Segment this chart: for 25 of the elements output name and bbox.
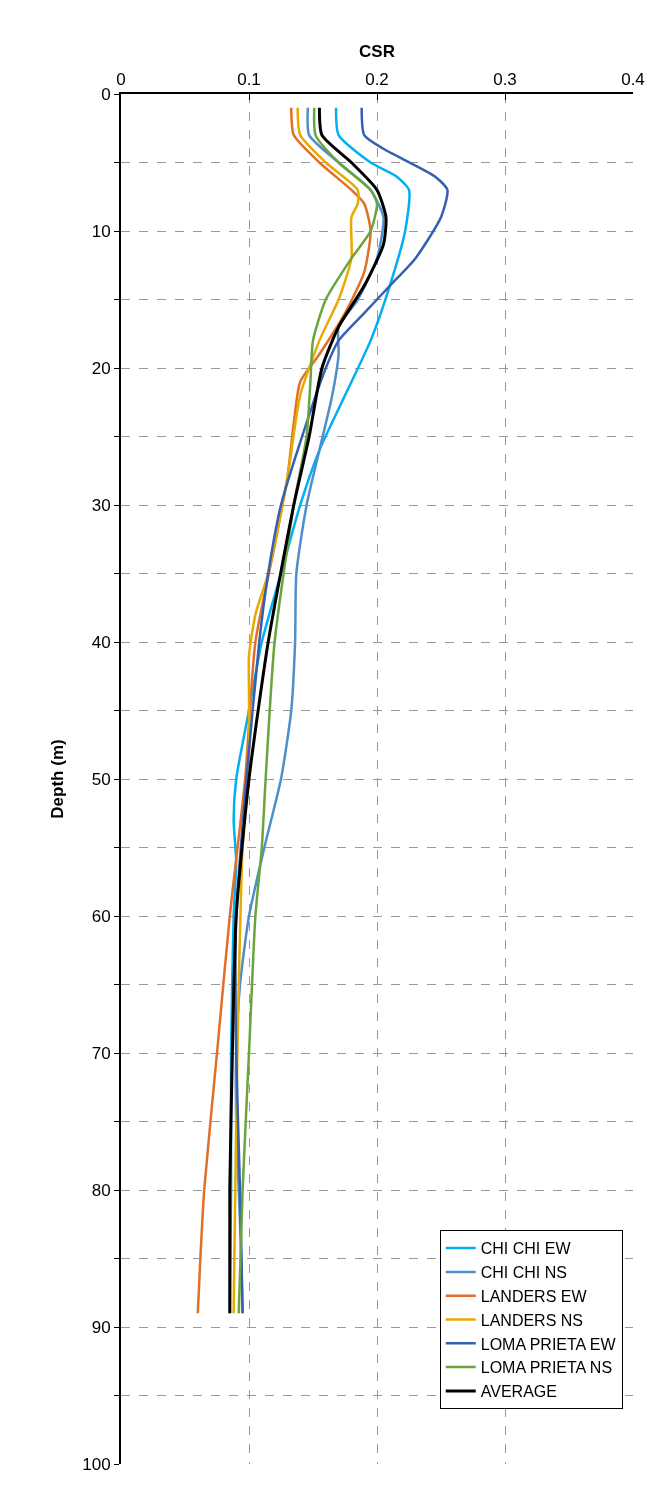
y-tick-label: 60 [91,906,111,926]
legend-label: LANDERS EW [480,1287,588,1305]
y-tick-label: 50 [91,769,111,789]
y-tick-label: 100 [82,1454,111,1474]
y-tick-label: 30 [91,495,111,515]
x-tick-label: 0.1 [237,70,261,90]
y-tick-label: 40 [91,632,111,652]
y-tick-label: 20 [91,358,111,378]
legend-label: CHI CHI EW [480,1240,572,1258]
y-tick-label: 90 [91,1317,111,1337]
x-tick-label: 0 [116,70,126,90]
legend-label: AVERAGE [480,1383,557,1401]
x-axis-title: CSR [359,42,395,62]
x-tick-label: 0.4 [621,70,645,90]
x-tick-label: 0.2 [365,70,389,90]
x-tick-label: 0.3 [493,70,517,90]
legend-label: LOMA PRIETA NS [480,1359,613,1377]
y-tick-label: 70 [91,1043,111,1063]
y-axis-title: Depth (m) [48,739,68,819]
y-tick-label: 0 [101,84,111,104]
y-tick-label: 10 [91,221,111,241]
legend-label: CHI CHI NS [480,1264,567,1282]
legend-label: LOMA PRIETA EW [480,1335,617,1353]
legend-label: LANDERS NS [480,1311,584,1329]
y-tick-label: 80 [91,1180,111,1200]
